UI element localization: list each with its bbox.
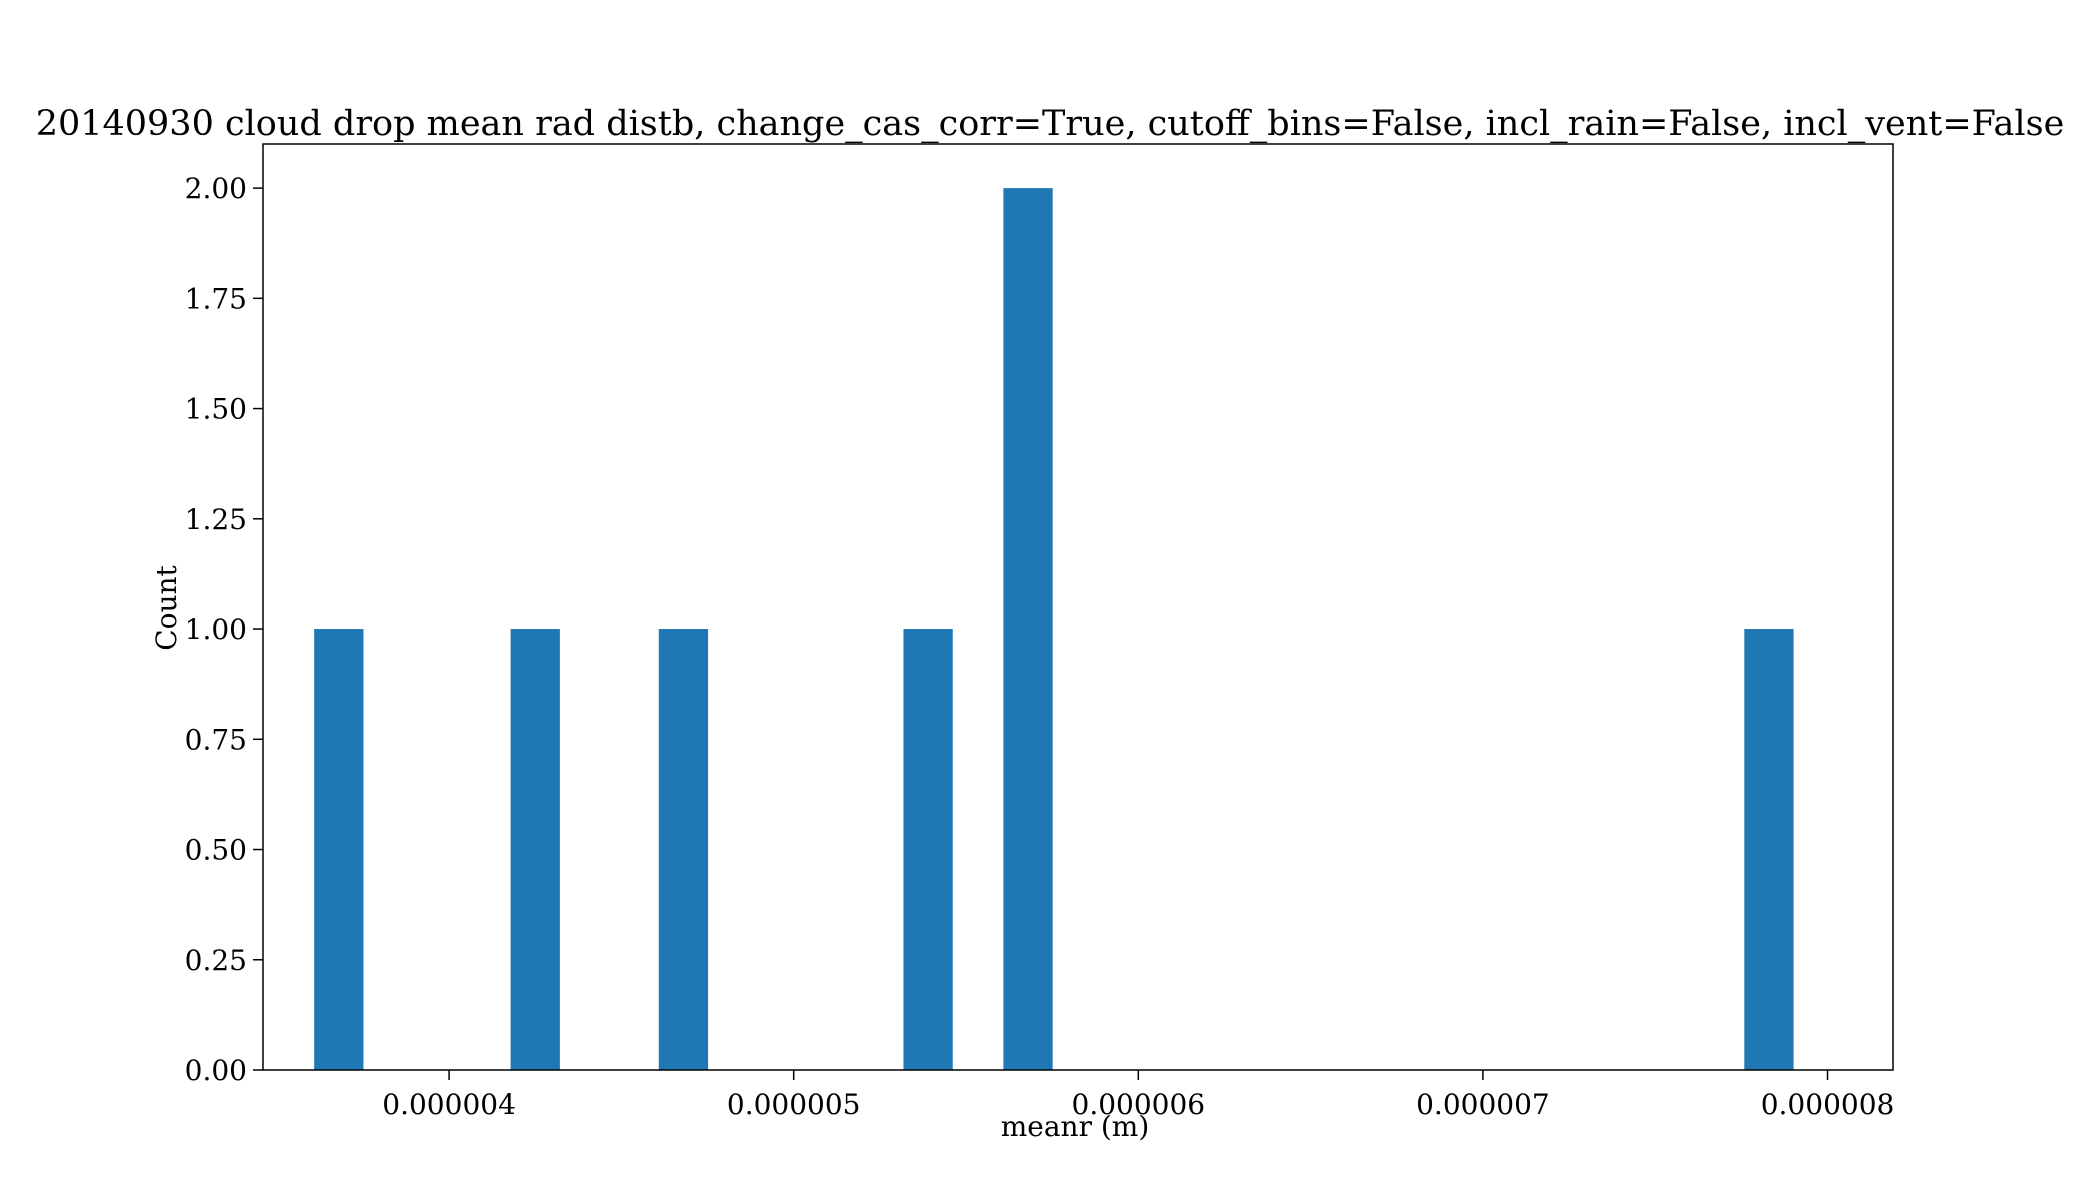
y-tick-label: 2.00 [185,172,247,205]
y-tick-label: 0.25 [185,944,247,977]
chart-title: 20140930 cloud drop mean rad distb, chan… [36,104,2065,144]
x-axis-label: meanr (m) [1001,1110,1150,1143]
histogram-bar-2 [510,629,560,1070]
x-tick-label: 0.000007 [1416,1088,1550,1121]
y-tick-label: 0.75 [185,723,247,756]
histogram-bar-4 [903,629,953,1070]
y-tick-label: 1.50 [185,393,247,426]
y-axis-ticks: 0.00 0.25 0.50 0.75 1.00 1.25 1.50 1.75 2.00 [185,172,263,1087]
x-axis-ticks: 0.000004 0.000005 0.000006 0.000007 0.000008 [382,1070,1894,1121]
plot-area-frame [262,143,1894,1071]
histogram-bar-1 [314,629,364,1070]
y-axis-label: Count [150,564,183,650]
y-tick-label: 0.00 [185,1054,247,1087]
y-tick-label: 1.25 [185,503,247,536]
bars-layer [314,188,1794,1071]
x-tick-label: 0.000008 [1761,1088,1895,1121]
histogram-bar-5 [1003,188,1053,1071]
histogram-bar-3 [658,629,709,1070]
x-tick-label: 0.000005 [727,1088,861,1121]
histogram-bar-6 [1744,629,1794,1070]
x-tick-label: 0.000004 [382,1088,516,1121]
y-tick-label: 0.50 [185,834,247,867]
y-tick-label: 1.00 [185,613,247,646]
y-tick-label: 1.75 [185,282,247,315]
x-tick-label: 0.000006 [1072,1088,1206,1121]
